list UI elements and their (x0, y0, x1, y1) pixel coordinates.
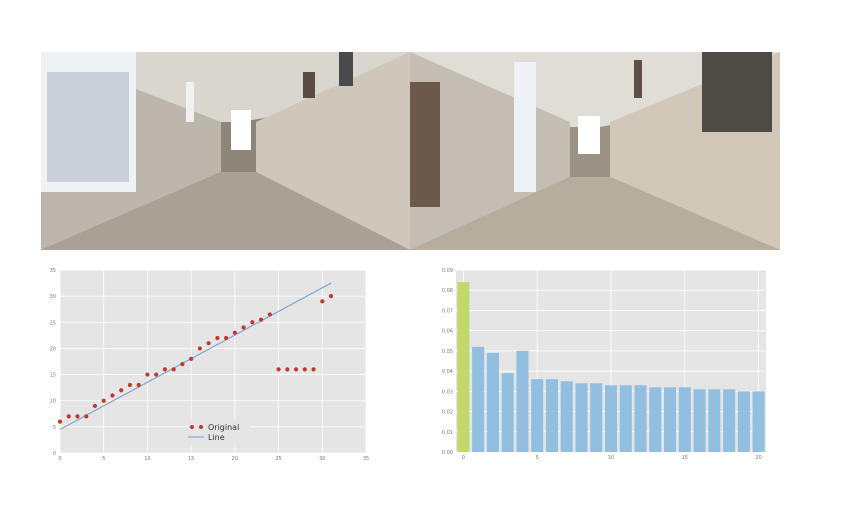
x-tick-label: 10 (144, 456, 150, 462)
bar (723, 389, 736, 452)
data-point (119, 388, 124, 393)
data-point (258, 317, 264, 322)
legend-label-line: Line (208, 433, 225, 442)
y-tick-label: 0.07 (442, 308, 453, 314)
bar (649, 387, 662, 452)
data-point (136, 382, 141, 388)
data-point (127, 382, 133, 388)
data-point (189, 356, 194, 361)
data-point (197, 346, 202, 351)
bar (752, 391, 765, 452)
y-tick-label: 0.09 (442, 268, 453, 274)
x-tick-label: 15 (682, 455, 688, 461)
bar (737, 391, 750, 452)
x-tick-label: 5 (536, 455, 539, 461)
data-point (232, 330, 237, 335)
data-point (320, 299, 325, 304)
bar (590, 383, 603, 452)
bar (693, 389, 706, 452)
data-point (75, 414, 80, 419)
x-tick-label: 20 (232, 456, 238, 462)
y-tick-label: 25 (50, 320, 56, 326)
bar (634, 385, 647, 452)
data-point (66, 414, 71, 419)
x-tick-label: 30 (319, 456, 325, 462)
data-point (92, 403, 98, 409)
bar (516, 350, 529, 452)
y-tick-label: 20 (50, 346, 56, 352)
x-tick-label: 20 (755, 455, 761, 461)
x-tick-label: 0 (58, 456, 61, 462)
y-tick-label: 0.00 (442, 450, 453, 456)
bar (457, 282, 470, 452)
y-tick-label: 0 (53, 451, 56, 457)
hallway-photo-left (41, 52, 410, 250)
y-tick-label: 0.06 (442, 329, 453, 335)
bar (545, 379, 559, 452)
data-point (293, 367, 299, 372)
data-point (215, 335, 220, 341)
data-point (302, 367, 307, 372)
data-point (241, 325, 246, 330)
bar (604, 385, 618, 452)
y-tick-label: 5 (53, 425, 56, 431)
bar (575, 383, 588, 452)
bar (663, 387, 677, 452)
legend-marker-original (190, 425, 194, 429)
x-tick-label: 5 (102, 456, 105, 462)
bar-chart: 0.00 0.01 0.02 0.03 0.04 0.05 0.06 0.07 0.08 0.09… (422, 262, 772, 467)
x-tick-label: 35 (363, 456, 369, 462)
data-point (57, 419, 63, 424)
x-tick-label: 10 (608, 455, 614, 461)
hallway-photo-right (410, 52, 780, 250)
bar (501, 373, 514, 452)
legend (188, 420, 250, 445)
bar (486, 352, 499, 452)
legend-label-original: Original (208, 423, 239, 432)
data-point (154, 372, 159, 377)
bar (472, 346, 485, 452)
fit-line (59, 282, 332, 430)
bar (560, 381, 573, 452)
bar (619, 385, 632, 452)
data-point (224, 335, 229, 341)
data-point (145, 372, 150, 377)
data-point (84, 414, 89, 419)
data-point (110, 393, 115, 398)
data-point (180, 362, 185, 367)
y-tick-label: 0.04 (442, 369, 453, 375)
x-tick-label: 15 (188, 456, 194, 462)
y-tick-label: 0.08 (442, 288, 453, 294)
data-point (162, 367, 168, 372)
y-tick-label: 0.05 (442, 349, 453, 355)
y-tick-label: 30 (50, 294, 56, 300)
data-point (311, 367, 316, 372)
x-tick-label: 25 (275, 456, 281, 462)
x-tick-label: 0 (462, 455, 465, 461)
y-tick-label: 0.01 (442, 430, 453, 436)
data-point (285, 367, 290, 372)
scatter-line-chart: 0 5 10 15 20 25 30 35 0 5 10 15 20 25 30 35 Original Line (36, 262, 378, 467)
bar (708, 389, 721, 452)
data-point (276, 367, 281, 372)
data-point (171, 367, 176, 372)
data-point (267, 312, 272, 317)
bar (531, 379, 544, 452)
data-point (328, 294, 334, 299)
data-point (101, 398, 106, 403)
y-tick-label: 35 (50, 268, 56, 274)
data-point (250, 320, 255, 325)
bar (678, 387, 691, 452)
y-tick-label: 0.03 (442, 389, 453, 395)
y-tick-label: 15 (50, 373, 56, 379)
y-tick-label: 0.02 (442, 410, 453, 416)
data-point (206, 341, 211, 346)
y-tick-label: 10 (50, 399, 56, 405)
legend-marker-original (199, 425, 203, 429)
